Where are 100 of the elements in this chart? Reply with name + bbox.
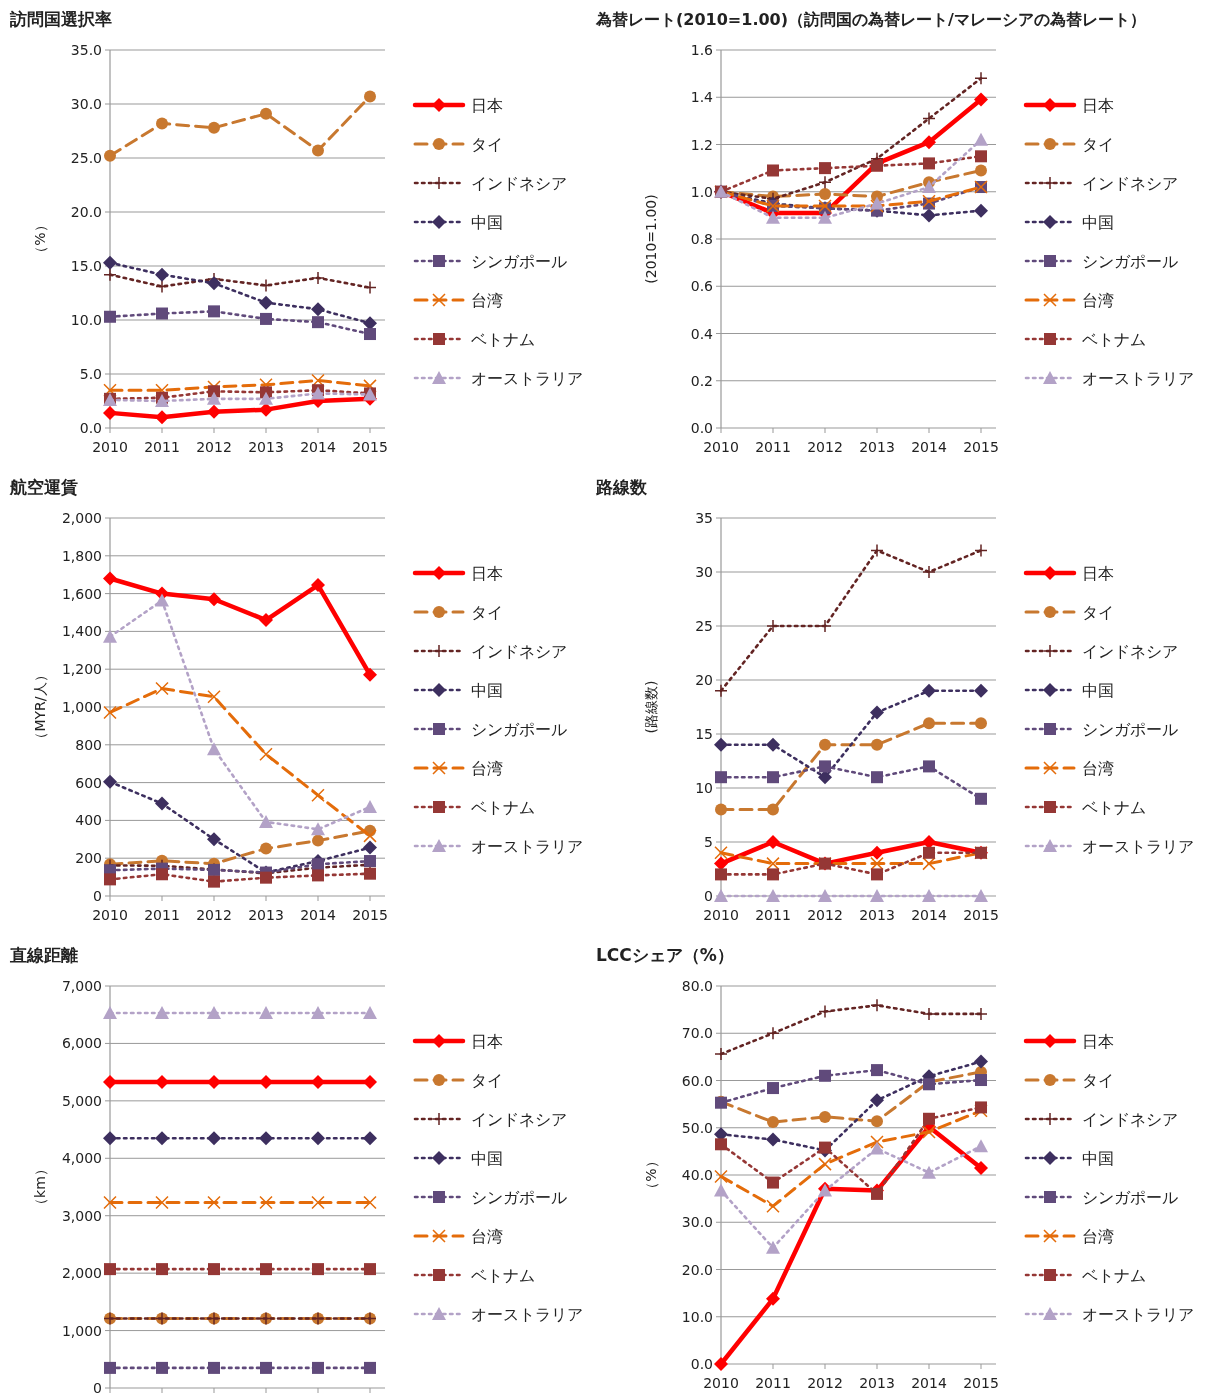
x-tick-label: 2015 bbox=[963, 907, 999, 923]
chart-title: LCCシェア（%） bbox=[596, 945, 734, 965]
y-tick-label: 35.0 bbox=[70, 42, 102, 58]
y-tick-label: 0 bbox=[93, 888, 102, 904]
legend-label: タイ bbox=[471, 135, 503, 154]
x-tick-label: 2015 bbox=[352, 439, 388, 455]
x-tick-label: 2013 bbox=[248, 439, 284, 455]
chart-title: 直線距離 bbox=[9, 945, 78, 965]
chart-title: 訪問国選択率 bbox=[9, 9, 112, 29]
legend-label: 日本 bbox=[1082, 1032, 1114, 1051]
y-tick-label: 70.0 bbox=[681, 1025, 713, 1042]
legend-label: 台湾 bbox=[1082, 291, 1114, 310]
y-tick-label: 400 bbox=[75, 812, 102, 829]
legend-label: インドネシア bbox=[471, 1110, 567, 1129]
legend-label: 中国 bbox=[1082, 681, 1114, 700]
x-tick-label: 2015 bbox=[963, 439, 999, 455]
y-tick-label: 2,000 bbox=[61, 1265, 102, 1282]
y-tick-label: 0.2 bbox=[690, 372, 713, 389]
legend-label: 中国 bbox=[471, 1149, 503, 1168]
legend-label: タイ bbox=[471, 603, 503, 622]
chart-title: 路線数 bbox=[595, 477, 648, 497]
y-tick-label: 0 bbox=[93, 1380, 102, 1396]
y-tick-label: 5 bbox=[704, 834, 713, 850]
legend-label: インドネシア bbox=[1082, 1110, 1178, 1129]
chart-title: 為替レート(2010=1.00)（訪問国の為替レート/マレーシアの為替レート） bbox=[595, 10, 1146, 29]
legend-label: ベトナム bbox=[1082, 1266, 1146, 1285]
y-tick-label: 800 bbox=[75, 736, 102, 753]
y-axis-title: （%） bbox=[32, 218, 48, 260]
y-tick-label: 80.0 bbox=[681, 978, 713, 994]
y-tick-label: 15 bbox=[695, 726, 713, 742]
legend-label: オーストラリア bbox=[471, 1305, 583, 1324]
y-tick-label: 15.0 bbox=[70, 258, 102, 274]
y-tick-label: 3,000 bbox=[61, 1207, 102, 1224]
legend-label: 台湾 bbox=[1082, 1227, 1114, 1246]
legend-label: インドネシア bbox=[1082, 174, 1178, 193]
legend-label: シンガポール bbox=[1082, 1188, 1178, 1207]
legend-label: シンガポール bbox=[1082, 252, 1178, 271]
y-tick-label: 25.0 bbox=[70, 150, 102, 166]
y-tick-label: 0.4 bbox=[690, 325, 714, 342]
legend-label: 台湾 bbox=[471, 1227, 503, 1246]
y-tick-label: 20 bbox=[695, 672, 713, 688]
y-tick-label: 2,000 bbox=[61, 510, 102, 526]
legend-label: オーストラリア bbox=[471, 369, 583, 388]
legend-label: ベトナム bbox=[471, 330, 535, 349]
y-axis-title: （MYR/人） bbox=[32, 668, 48, 746]
x-tick-label: 2013 bbox=[248, 907, 284, 923]
y-tick-label: 30 bbox=[695, 564, 713, 580]
y-tick-label: 5.0 bbox=[79, 366, 102, 382]
legend-label: 中国 bbox=[471, 681, 503, 700]
y-tick-label: 60.0 bbox=[681, 1072, 713, 1089]
y-tick-label: 5,000 bbox=[61, 1092, 102, 1109]
x-tick-label: 2014 bbox=[911, 439, 947, 455]
y-tick-label: 1.6 bbox=[690, 42, 714, 58]
x-tick-label: 2014 bbox=[300, 439, 336, 455]
y-tick-label: 7,000 bbox=[61, 978, 102, 994]
x-tick-label: 2013 bbox=[859, 439, 895, 455]
legend-label: ベトナム bbox=[1082, 330, 1146, 349]
y-tick-label: 1,800 bbox=[61, 547, 102, 564]
x-tick-label: 2013 bbox=[859, 1375, 895, 1391]
legend-label: 日本 bbox=[1082, 96, 1114, 115]
x-tick-label: 2010 bbox=[92, 439, 128, 455]
y-axis-title: (路線数) bbox=[643, 680, 659, 734]
y-tick-label: 40.0 bbox=[681, 1167, 713, 1183]
y-tick-label: 30.0 bbox=[681, 1214, 713, 1231]
x-tick-label: 2011 bbox=[755, 1375, 791, 1391]
legend-label: タイ bbox=[1082, 603, 1114, 622]
legend-label: 中国 bbox=[471, 213, 503, 232]
y-tick-label: 1.4 bbox=[690, 89, 714, 106]
legend-label: 台湾 bbox=[1082, 759, 1114, 778]
y-tick-label: 1,600 bbox=[61, 585, 102, 602]
y-tick-label: 4,000 bbox=[61, 1150, 102, 1167]
x-tick-label: 2012 bbox=[196, 907, 232, 923]
legend-label: シンガポール bbox=[1082, 720, 1178, 739]
legend-label: 台湾 bbox=[471, 291, 503, 310]
y-tick-label: 1,400 bbox=[61, 623, 102, 640]
x-tick-label: 2010 bbox=[703, 439, 739, 455]
y-tick-label: 25 bbox=[695, 618, 713, 634]
x-tick-label: 2012 bbox=[807, 907, 843, 923]
legend-label: 台湾 bbox=[471, 759, 503, 778]
legend-label: 日本 bbox=[471, 564, 503, 583]
legend-label: オーストラリア bbox=[1082, 369, 1194, 388]
legend-label: ベトナム bbox=[471, 798, 535, 817]
legend-label: 中国 bbox=[1082, 213, 1114, 232]
x-tick-label: 2012 bbox=[807, 1375, 843, 1391]
y-tick-label: 1,000 bbox=[61, 1322, 102, 1339]
legend-label: タイ bbox=[471, 1071, 503, 1090]
x-tick-label: 2012 bbox=[196, 439, 232, 455]
legend-label: シンガポール bbox=[471, 720, 567, 739]
y-tick-label: 0.0 bbox=[690, 420, 713, 436]
y-tick-label: 6,000 bbox=[61, 1035, 102, 1052]
legend-label: オーストラリア bbox=[1082, 1305, 1194, 1324]
y-tick-label: 1.2 bbox=[690, 136, 713, 153]
y-tick-label: 0 bbox=[704, 888, 713, 904]
y-tick-label: 0.0 bbox=[690, 1356, 713, 1372]
y-tick-label: 1.0 bbox=[690, 183, 713, 200]
y-tick-label: 30.0 bbox=[70, 96, 102, 112]
y-tick-label: 0.8 bbox=[690, 231, 713, 247]
x-tick-label: 2011 bbox=[755, 907, 791, 923]
y-tick-label: 1,000 bbox=[61, 699, 102, 715]
x-tick-label: 2015 bbox=[963, 1375, 999, 1391]
